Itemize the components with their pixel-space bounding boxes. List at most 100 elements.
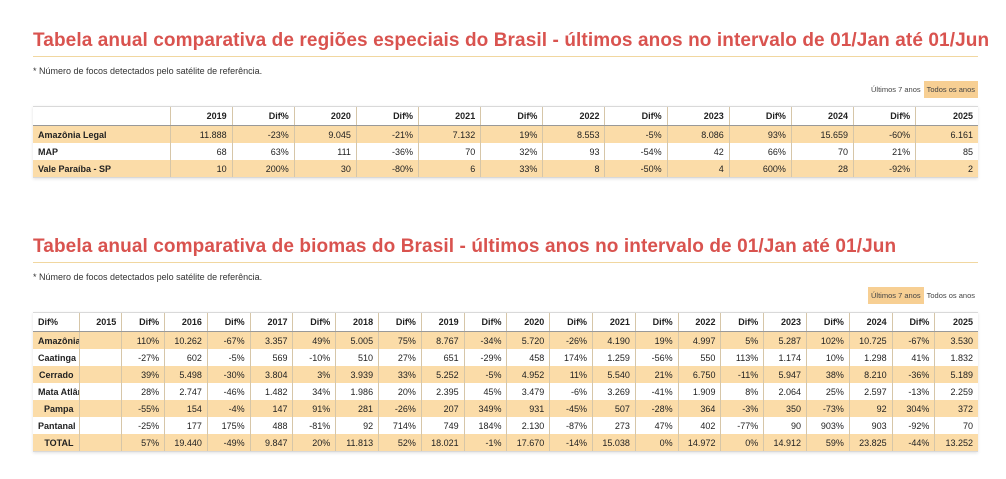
table-cell: 1.482 — [249, 383, 293, 400]
table-cell: 600% — [728, 160, 792, 177]
table-cell: 10.262 — [164, 331, 208, 349]
table-cell: -13% — [891, 383, 935, 400]
table-cell: 350 — [763, 400, 807, 417]
table-cell: 651 — [420, 349, 465, 366]
table-row: Amazônia Legal 11.888 -23% 9.045 -21% 7.132 19… — [33, 125, 978, 143]
table-cell: 0% — [634, 434, 679, 451]
table-cell: 21% — [634, 366, 679, 383]
table-cell: 458 — [506, 349, 550, 366]
table-cell: 19% — [634, 331, 679, 349]
header-cell-corner: Dif% — [33, 313, 79, 332]
table-cell: 184% — [463, 417, 507, 434]
table-cell: 75% — [378, 331, 422, 349]
table-cell: -30% — [206, 366, 251, 383]
table-cell: 45% — [463, 383, 507, 400]
table-cell: 39% — [121, 366, 165, 383]
regions-toggle-all-years[interactable]: Todos os anos — [923, 81, 978, 98]
table-cell: 70 — [790, 143, 854, 160]
table-cell: 20% — [378, 383, 422, 400]
table-cell: -5% — [463, 366, 507, 383]
table-cell: -5% — [206, 349, 251, 366]
table-cell: 569 — [249, 349, 293, 366]
table-cell: 91% — [292, 400, 336, 417]
table-cell: 8.086 — [666, 125, 730, 143]
table-cell: 507 — [592, 400, 636, 417]
table-cell — [78, 400, 122, 417]
header-cell: 2016 — [164, 313, 208, 332]
table-cell: 8.553 — [542, 125, 605, 143]
header-cell: 2021 — [592, 313, 636, 332]
table-cell — [78, 434, 122, 451]
table-cell: 5.540 — [592, 366, 636, 383]
table-cell: 113% — [720, 349, 764, 366]
table-cell: -14% — [549, 434, 593, 451]
table-cell: -36% — [891, 366, 935, 383]
table-cell — [78, 331, 122, 349]
table-cell: 510 — [335, 349, 379, 366]
table-cell: 32% — [480, 143, 543, 160]
table-cell: 8% — [720, 383, 764, 400]
biomes-table-container: Dif% 2015 Dif% 2016 Dif% 2017 Dif% 2018 Dif% 2019… — [33, 312, 978, 452]
table-cell: 17.670 — [506, 434, 550, 451]
table-cell: 1.174 — [763, 349, 807, 366]
biomes-toggle-all-years[interactable]: Todos os anos — [923, 287, 978, 304]
header-cell: Dif% — [480, 107, 543, 126]
header-cell: 2025 — [915, 107, 978, 126]
biomes-title: Tabela anual comparativa de biomas do Br… — [33, 236, 978, 263]
regions-toggle-group: Últimos 7 anos Todos os anos — [33, 81, 978, 98]
table-cell: 207 — [420, 400, 465, 417]
regions-toggle-last-7-years[interactable]: Últimos 7 anos — [868, 81, 924, 98]
header-cell: Dif% — [720, 313, 764, 332]
header-cell: 2022 — [677, 313, 721, 332]
table-cell: 70 — [934, 417, 978, 434]
table-cell: -25% — [121, 417, 165, 434]
header-cell: 2015 — [78, 313, 122, 332]
table-cell: 3% — [292, 366, 336, 383]
table-cell: 63% — [231, 143, 295, 160]
table-cell: 3.939 — [335, 366, 379, 383]
table-cell: 92 — [335, 417, 379, 434]
table-cell: 14.912 — [763, 434, 807, 451]
header-cell: 2025 — [934, 313, 978, 332]
table-cell: -67% — [206, 331, 251, 349]
row-label: Cerrado — [33, 366, 79, 383]
table-cell: 4.997 — [677, 331, 721, 349]
header-cell: 2024 — [848, 313, 893, 332]
table-cell: 349% — [463, 400, 507, 417]
regions-header-row: 2019 Dif% 2020 Dif% 2021 Dif% 2022 Dif% 2023 Dif%… — [33, 107, 978, 126]
regions-table-header: 2019 Dif% 2020 Dif% 2021 Dif% 2022 Dif% 2023 Dif%… — [33, 107, 978, 126]
table-cell: 200% — [231, 160, 295, 177]
table-cell — [78, 349, 122, 366]
table-cell: 5.252 — [420, 366, 465, 383]
table-cell: 550 — [677, 349, 721, 366]
table-cell: 102% — [806, 331, 850, 349]
table-cell: -92% — [853, 160, 916, 177]
table-cell: 7.132 — [418, 125, 481, 143]
header-cell: Dif% — [634, 313, 679, 332]
table-cell: 10.725 — [848, 331, 893, 349]
table-cell: 41% — [891, 349, 935, 366]
table-cell: 5.498 — [164, 366, 208, 383]
table-cell: 8.210 — [848, 366, 893, 383]
table-cell: -56% — [634, 349, 679, 366]
row-label: Amazônia — [33, 331, 79, 349]
table-cell: 488 — [249, 417, 293, 434]
table-cell: -81% — [292, 417, 336, 434]
table-cell: -36% — [355, 143, 419, 160]
table-cell: -26% — [549, 331, 593, 349]
table-cell: 14.972 — [677, 434, 721, 451]
table-cell: 2 — [915, 160, 978, 177]
table-cell: 175% — [206, 417, 251, 434]
table-cell: -49% — [206, 434, 251, 451]
header-cell: Dif% — [549, 313, 593, 332]
regions-table: 2019 Dif% 2020 Dif% 2021 Dif% 2022 Dif% 2023 Dif%… — [33, 107, 978, 177]
table-cell: 15.659 — [790, 125, 854, 143]
table-cell: 11% — [549, 366, 593, 383]
table-cell: 0% — [720, 434, 764, 451]
table-cell: 2.395 — [420, 383, 465, 400]
table-cell: 52% — [378, 434, 422, 451]
header-cell: Dif% — [853, 107, 916, 126]
table-cell: 1.259 — [592, 349, 636, 366]
biomes-toggle-last-7-years[interactable]: Últimos 7 anos — [868, 287, 924, 304]
header-cell: 2020 — [293, 107, 357, 126]
